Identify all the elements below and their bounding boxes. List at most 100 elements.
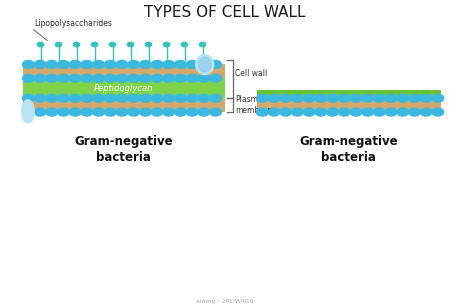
Circle shape [175, 108, 186, 116]
Circle shape [350, 108, 362, 116]
Circle shape [186, 94, 198, 102]
Circle shape [151, 60, 163, 68]
Circle shape [34, 108, 46, 116]
Circle shape [116, 60, 128, 68]
Text: TYPES OF CELL WALL: TYPES OF CELL WALL [144, 5, 306, 20]
Circle shape [280, 108, 292, 116]
Bar [256, 92, 441, 96]
Circle shape [303, 108, 315, 116]
Circle shape [181, 42, 188, 47]
Circle shape [34, 60, 46, 68]
Text: Lipopolysaccharides: Lipopolysaccharides [35, 19, 112, 28]
Circle shape [46, 74, 58, 82]
Circle shape [140, 74, 151, 82]
Circle shape [116, 74, 128, 82]
Circle shape [151, 108, 163, 116]
Bar [256, 94, 441, 98]
Circle shape [338, 94, 350, 102]
Circle shape [198, 60, 210, 68]
Bar [256, 90, 441, 95]
Circle shape [362, 108, 374, 116]
Bar [256, 98, 441, 112]
Circle shape [69, 60, 81, 68]
Circle shape [104, 108, 116, 116]
Bar [256, 92, 441, 96]
Text: Plasma
membrane: Plasma membrane [235, 95, 277, 115]
Text: Gram-negative
bacteria: Gram-negative bacteria [74, 135, 173, 164]
Circle shape [338, 108, 350, 116]
Circle shape [128, 74, 140, 82]
Circle shape [22, 60, 34, 68]
Bar [256, 91, 441, 95]
Ellipse shape [198, 57, 211, 72]
Circle shape [210, 108, 221, 116]
Circle shape [198, 108, 210, 116]
Circle shape [46, 60, 58, 68]
Circle shape [58, 94, 69, 102]
Bar [22, 64, 225, 78]
Circle shape [175, 94, 186, 102]
Circle shape [175, 60, 186, 68]
Circle shape [268, 94, 280, 102]
Circle shape [140, 94, 151, 102]
Circle shape [186, 60, 198, 68]
Circle shape [81, 60, 93, 68]
Circle shape [151, 74, 163, 82]
Text: Peptidoglycan: Peptidoglycan [94, 84, 153, 93]
Bar [22, 78, 225, 98]
Circle shape [128, 60, 140, 68]
Bar [22, 98, 225, 112]
Circle shape [91, 42, 98, 47]
Circle shape [22, 108, 34, 116]
Circle shape [93, 60, 104, 68]
Bar [256, 93, 441, 97]
Text: Cell wall: Cell wall [235, 69, 267, 78]
Circle shape [93, 108, 104, 116]
Circle shape [198, 74, 210, 82]
Circle shape [81, 74, 93, 82]
Circle shape [199, 42, 206, 47]
Text: Gram-negative
bacteria: Gram-negative bacteria [299, 135, 398, 164]
Circle shape [385, 94, 397, 102]
Circle shape [93, 74, 104, 82]
Circle shape [140, 108, 151, 116]
Circle shape [409, 108, 420, 116]
Circle shape [268, 108, 280, 116]
Circle shape [127, 42, 134, 47]
Circle shape [315, 94, 327, 102]
Bar [256, 94, 441, 98]
Circle shape [210, 60, 221, 68]
Circle shape [327, 94, 338, 102]
Circle shape [128, 94, 140, 102]
Circle shape [210, 74, 221, 82]
Circle shape [34, 74, 46, 82]
Circle shape [432, 94, 444, 102]
Bar [256, 93, 441, 97]
Circle shape [81, 94, 93, 102]
Circle shape [104, 74, 116, 82]
Circle shape [280, 94, 292, 102]
Circle shape [109, 42, 116, 47]
Circle shape [116, 94, 128, 102]
Circle shape [55, 42, 62, 47]
Circle shape [22, 94, 34, 102]
Circle shape [374, 94, 385, 102]
Circle shape [409, 94, 420, 102]
Circle shape [303, 94, 315, 102]
Circle shape [186, 74, 198, 82]
Circle shape [175, 74, 186, 82]
Circle shape [58, 74, 69, 82]
Circle shape [163, 42, 170, 47]
Circle shape [46, 94, 58, 102]
Bar [256, 93, 441, 98]
Circle shape [104, 94, 116, 102]
Circle shape [163, 94, 175, 102]
Circle shape [81, 108, 93, 116]
Circle shape [37, 42, 44, 47]
Circle shape [34, 94, 46, 102]
Circle shape [145, 42, 152, 47]
Circle shape [58, 108, 69, 116]
Bar [256, 91, 441, 95]
Circle shape [116, 108, 128, 116]
FancyBboxPatch shape [257, 47, 289, 65]
